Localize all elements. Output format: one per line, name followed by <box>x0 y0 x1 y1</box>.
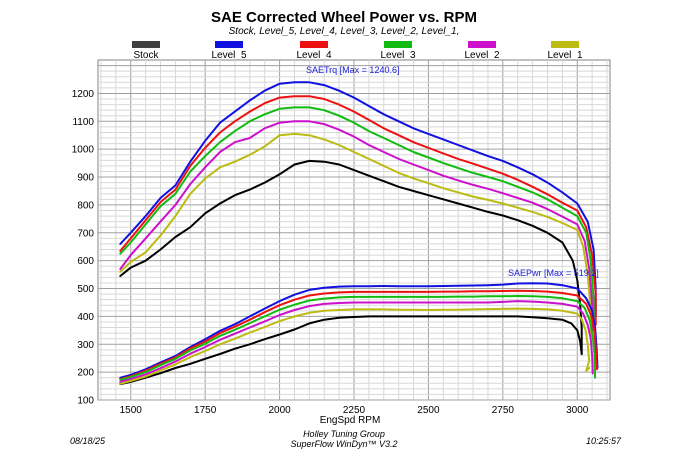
chart-subtitle: Stock, Level_5, Level_4, Level_3, Level_… <box>229 26 460 37</box>
x-axis-label: EngSpd RPM <box>320 415 381 426</box>
x-tick-label: 2250 <box>343 405 366 416</box>
footer-date: 08/18/25 <box>70 436 106 446</box>
x-tick-label: 2500 <box>417 405 440 416</box>
legend-label-stock: Stock <box>133 50 159 61</box>
series-line-torque-level_4 <box>119 95 597 326</box>
series-line-torque-level_5 <box>119 81 597 318</box>
x-tick-label: 1500 <box>120 405 143 416</box>
grid <box>98 60 610 401</box>
legend-swatch-level_4 <box>300 41 328 48</box>
legend-label-level_1: Level_1 <box>547 50 582 61</box>
y-tick-label: 800 <box>77 200 94 211</box>
chart-title: SAE Corrected Wheel Power vs. RPM <box>211 9 477 26</box>
x-tick-label: 2000 <box>268 405 291 416</box>
y-tick-label: 1100 <box>72 117 94 128</box>
series-line-torque-stock <box>119 159 583 355</box>
legend-swatch-level_5 <box>215 41 243 48</box>
y-tick-label: 1200 <box>72 89 95 100</box>
legend-label-level_4: Level_4 <box>296 50 331 61</box>
x-tick-label: 3000 <box>566 405 589 416</box>
footer-company: Holley Tuning Group <box>303 429 385 439</box>
y-tick-label: 900 <box>77 173 94 184</box>
y-tick-label: 500 <box>77 284 94 295</box>
legend-swatch-level_3 <box>384 41 412 48</box>
legend-swatch-stock <box>132 41 160 48</box>
legend: Stock Level_5 Level_4 Level_3 Level_2 Level_1 <box>132 41 583 61</box>
series-line-torque-level_2 <box>119 120 594 337</box>
power-max-annotation: SAEPwr [Max = 519.2] <box>508 268 599 278</box>
series-line-power-level_3 <box>119 295 597 381</box>
series-line-power-level_4 <box>119 289 598 381</box>
series-lines <box>119 81 599 386</box>
x-tick-label: 2750 <box>492 405 515 416</box>
y-tick-label: 400 <box>77 312 94 323</box>
torque-max-annotation: SAETrq [Max = 1240.6] <box>306 65 399 75</box>
legend-swatch-level_1 <box>551 41 579 48</box>
y-tick-label: 700 <box>77 228 94 239</box>
legend-swatch-level_2 <box>468 41 496 48</box>
footer-time: 10:25:57 <box>586 436 622 446</box>
x-tick-label: 1750 <box>194 405 217 416</box>
y-tick-label: 1000 <box>72 145 95 156</box>
series-line-torque-level_1 <box>119 132 592 340</box>
y-tick-label: 300 <box>77 340 94 351</box>
series-line-power-stock <box>119 315 583 386</box>
series-line-power-level_1 <box>119 307 591 385</box>
y-tick-label: 100 <box>77 396 94 407</box>
footer-software: SuperFlow WinDyn™ V3.2 <box>291 439 398 449</box>
series-line-power-level_2 <box>119 300 594 383</box>
legend-label-level_2: Level_2 <box>464 50 499 61</box>
legend-label-level_5: Level_5 <box>211 50 246 61</box>
y-tick-label: 600 <box>77 256 94 267</box>
tick-labels: 1500 1750 2000 2250 2500 2750 3000 100 200 300 400… <box>72 89 589 416</box>
series-line-torque-level_3 <box>119 106 595 332</box>
legend-label-level_3: Level_3 <box>380 50 415 61</box>
y-tick-label: 200 <box>77 368 94 379</box>
series-line-power-level_5 <box>119 282 599 379</box>
